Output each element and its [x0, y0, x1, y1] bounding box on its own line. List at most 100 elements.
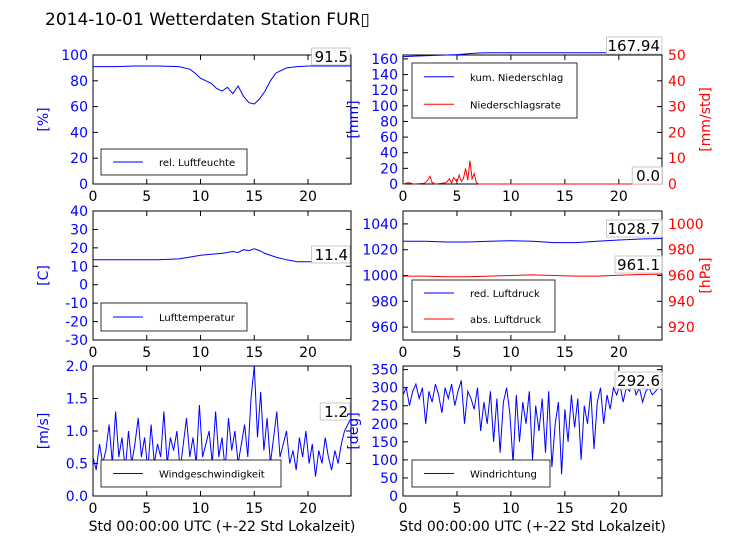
chart-temperature-xtick-label: 20 — [299, 345, 317, 361]
chart-winddir-xtick-label: 0 — [399, 501, 408, 517]
chart-precip-ytick-label: 20 — [380, 161, 398, 177]
chart-precip-y2tick-label: 20 — [668, 125, 686, 141]
chart-precip-y2tick-label: 30 — [668, 100, 686, 116]
chart-windspeed-xtick-label: 10 — [192, 501, 210, 517]
chart-winddir-ytick-label: 150 — [371, 435, 398, 451]
chart-pressure-annotation-1: 961.1 — [617, 256, 660, 274]
chart-winddir-xtick-label: 20 — [610, 501, 628, 517]
chart-precip-ytick-label: 80 — [380, 114, 398, 130]
chart-winddir-annotation-box-0 — [614, 371, 663, 390]
chart-temperature-ytick-label: 10 — [70, 259, 88, 275]
chart-windspeed-xtick-label: 15 — [245, 501, 263, 517]
chart-precip-xtick-label: 5 — [452, 189, 461, 205]
chart-humidity-xtick-label: 10 — [192, 189, 210, 205]
chart-precip-ytick-label: 100 — [371, 99, 398, 115]
chart-precip-ytick-label: 160 — [371, 52, 398, 68]
chart-winddir-ytick-label: 350 — [371, 363, 398, 379]
chart-windspeed-annotation-box-0 — [319, 402, 351, 421]
chart-pressure-ytick-label: 980 — [371, 294, 398, 310]
chart-precip-ytick-label: 40 — [380, 146, 398, 162]
chart-windspeed-xtick-label: 20 — [299, 501, 317, 517]
chart-windspeed-ytick-label: 0.5 — [66, 457, 88, 473]
chart-humidity-xtick-label: 15 — [245, 189, 263, 205]
chart-humidity-annotation-0: 91.5 — [315, 48, 348, 66]
chart-precip-annotation-box-0 — [606, 36, 663, 55]
chart-pressure-annotation-box-0 — [606, 219, 663, 238]
chart-pressure-ytick-label: 960 — [371, 320, 398, 336]
chart-temperature-ytick-label: 0 — [79, 278, 88, 294]
chart-temperature-series-0-line — [93, 248, 352, 263]
chart-pressure-ytick-label: 1040 — [362, 217, 398, 233]
chart-windspeed-ytick-label: 2.0 — [66, 359, 88, 375]
chart-winddir-legend-label-0: Windrichtung — [470, 470, 537, 481]
chart-pressure-annotation-box-1 — [614, 255, 663, 274]
chart-precip-ytick-label: 120 — [371, 83, 398, 99]
chart-pressure-y2tick-label: 940 — [668, 294, 695, 310]
chart-windspeed-ylabel: [m/s] — [36, 413, 52, 450]
chart-windspeed-legend-box — [100, 459, 282, 488]
chart-precip-ytick-label: 140 — [371, 68, 398, 84]
chart-winddir-ytick-label: 200 — [371, 417, 398, 433]
chart-temperature-xtick-label: 0 — [89, 345, 98, 361]
chart-winddir-xtick-label: 5 — [452, 501, 461, 517]
chart-temperature-legend-box — [100, 302, 248, 332]
chart-temperature-annotation-box-0 — [311, 245, 351, 264]
chart-temperature-ytick-label: 30 — [70, 222, 88, 238]
chart-precip-annotation-box-1 — [631, 166, 663, 185]
figure-title: 2014-10-01 Wetterdaten Station FUR▯ — [45, 10, 370, 30]
chart-windspeed-annotation-0: 1.2 — [324, 403, 348, 421]
chart-pressure-y2tick-label: 960 — [668, 269, 695, 285]
chart-pressure-annotation-0: 1028.7 — [608, 220, 661, 238]
chart-winddir-ylabel: [deg] — [346, 412, 362, 449]
chart-precip-series-1-line — [402, 160, 662, 185]
chart-winddir-xtick-label: 15 — [556, 501, 574, 517]
chart-precip-xtick-label: 15 — [556, 189, 574, 205]
chart-precip-y2tick-label: 50 — [668, 48, 686, 64]
chart-winddir-annotation-0: 292.6 — [617, 372, 660, 390]
chart-precip-xtick-label: 10 — [502, 189, 520, 205]
chart-precip-ytick-label: 0 — [389, 177, 398, 193]
chart-pressure-xtick-label: 5 — [452, 345, 461, 361]
chart-precip-legend-label-0: kum. Niederschlag — [470, 73, 563, 84]
chart-winddir-ytick-label: 100 — [371, 453, 398, 469]
chart-pressure-y2tick-label: 920 — [668, 320, 695, 336]
chart-winddir-legend-box — [411, 459, 551, 488]
chart-winddir-ytick-label: 0 — [389, 489, 398, 505]
chart-precip-annotation-0: 167.94 — [608, 37, 661, 55]
chart-winddir-ytick-label: 250 — [371, 399, 398, 415]
chart-winddir-xlabel: Std 00:00:00 UTC (+-22 Std Lokalzeit) — [399, 519, 666, 535]
chart-windspeed-ytick-label: 0.0 — [66, 489, 88, 505]
chart-humidity-legend-label-0: rel. Luftfeuchte — [159, 158, 235, 169]
chart-pressure-y2tick-label: 1000 — [668, 217, 704, 233]
chart-humidity-annotation-box-0 — [311, 47, 351, 66]
chart-pressure-legend-label-0: red. Luftdruck — [470, 289, 540, 300]
chart-pressure-legend-label-1: abs. Luftdruck — [470, 315, 541, 326]
chart-windspeed-series-0-line — [92, 365, 352, 477]
chart-humidity-ytick-label: 0 — [79, 177, 88, 193]
chart-humidity-series-0-line — [93, 65, 351, 105]
chart-pressure-y2label: [hPa] — [698, 257, 714, 293]
chart-pressure-legend-box — [411, 279, 556, 333]
chart-humidity-ytick-label: 20 — [70, 151, 88, 167]
chart-humidity-ylabel: [%] — [36, 107, 52, 131]
chart-temperature-xtick-label: 10 — [192, 345, 210, 361]
chart-humidity-ytick-label: 80 — [70, 74, 88, 90]
chart-temperature-frame — [92, 210, 352, 341]
chart-humidity-ytick-label: 40 — [70, 125, 88, 141]
chart-windspeed-legend-label-0: Windgeschwindigkeit — [159, 470, 265, 481]
chart-winddir-frame — [402, 365, 663, 497]
chart-temperature-ytick-label: 40 — [70, 204, 88, 220]
chart-humidity-frame — [92, 54, 352, 185]
chart-precip-y2tick-label: 0 — [668, 177, 677, 193]
chart-precip-legend-label-1: Niederschlagsrate — [470, 100, 561, 111]
chart-temperature-annotation-0: 11.4 — [315, 246, 348, 264]
chart-windspeed-xtick-label: 5 — [142, 501, 151, 517]
chart-precip-xtick-label: 20 — [610, 189, 628, 205]
chart-humidity-ytick-label: 60 — [70, 100, 88, 116]
chart-humidity-xtick-label: 20 — [299, 189, 317, 205]
chart-humidity-ytick-label: 100 — [61, 48, 88, 64]
chart-temperature-xtick-label: 15 — [245, 345, 263, 361]
chart-temperature-ytick-label: -20 — [65, 315, 88, 331]
chart-humidity-xtick-label: 0 — [89, 189, 98, 205]
